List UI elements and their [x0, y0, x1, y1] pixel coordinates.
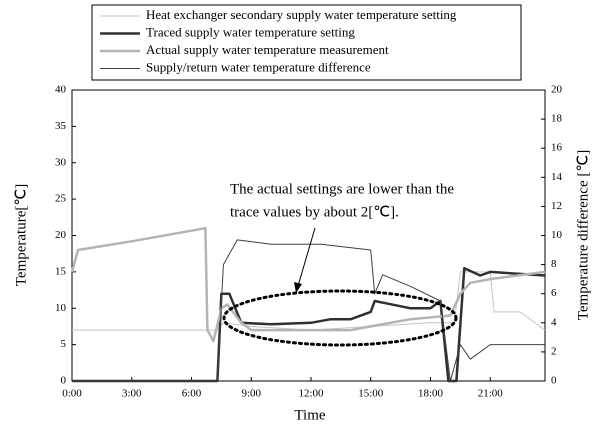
x-tick-label: 9:00: [241, 388, 261, 400]
y2-tick-label: 0: [551, 375, 557, 387]
legend-box: [91, 4, 522, 81]
y2-tick-label: 8: [551, 258, 557, 270]
y2-tick-label: 14: [551, 171, 563, 183]
y2-tick-label: 2: [551, 345, 557, 357]
x-tick-label: 21:00: [478, 388, 504, 400]
y-tick-label: 40: [55, 84, 67, 96]
y2-tick-label: 12: [551, 200, 562, 212]
y-tick-label: 30: [55, 156, 67, 168]
series-line: [72, 239, 545, 382]
y-tick-label: 15: [55, 265, 67, 277]
annotation: The actual settings are lower than the: [230, 181, 454, 197]
x-tick-label: 0:00: [62, 388, 82, 400]
highlight-ellipse: [222, 289, 458, 347]
arrow-line: [297, 227, 316, 287]
y-tick-label: 10: [55, 302, 67, 314]
x-tick-label: 3:00: [122, 388, 142, 400]
series-line: [70, 226, 546, 343]
x-tick-label: 12:00: [298, 388, 324, 400]
x-tick-label: 6:00: [182, 388, 202, 400]
series-line: [72, 266, 546, 383]
x-axis-label: Time: [294, 407, 325, 423]
y2-tick-label: 4: [551, 316, 557, 328]
y2-tick-label: 10: [551, 229, 563, 241]
series-line: [72, 271, 546, 331]
legend-label: Traced supply water temperature setting: [146, 24, 355, 39]
y-tick-label: 25: [55, 193, 67, 205]
y-tick-label: 20: [55, 229, 67, 241]
y2-tick-label: 16: [551, 142, 563, 154]
legend-label: Actual supply water temperature measurem…: [146, 42, 389, 57]
y-tick-label: 5: [61, 338, 67, 350]
y-tick-label: 0: [61, 375, 67, 387]
plot-area: [71, 89, 546, 382]
y2-tick-label: 6: [551, 287, 557, 299]
annotation: trace values by about 2[℃].: [230, 204, 399, 220]
x-tick-label: 15:00: [358, 388, 384, 400]
legend-label: Supply/return water temperature differen…: [146, 59, 371, 74]
y-axis-label: Temperature[℃]: [13, 184, 29, 286]
y2-tick-label: 18: [551, 113, 563, 125]
legend-label: Heat exchanger secondary supply water te…: [146, 7, 457, 22]
y2-tick-label: 20: [551, 84, 563, 96]
y-tick-label: 35: [55, 120, 67, 132]
arrow-head: [294, 282, 302, 293]
y2-axis-label: Temperature difference [℃]: [575, 150, 591, 320]
x-tick-label: 18:00: [418, 388, 444, 400]
